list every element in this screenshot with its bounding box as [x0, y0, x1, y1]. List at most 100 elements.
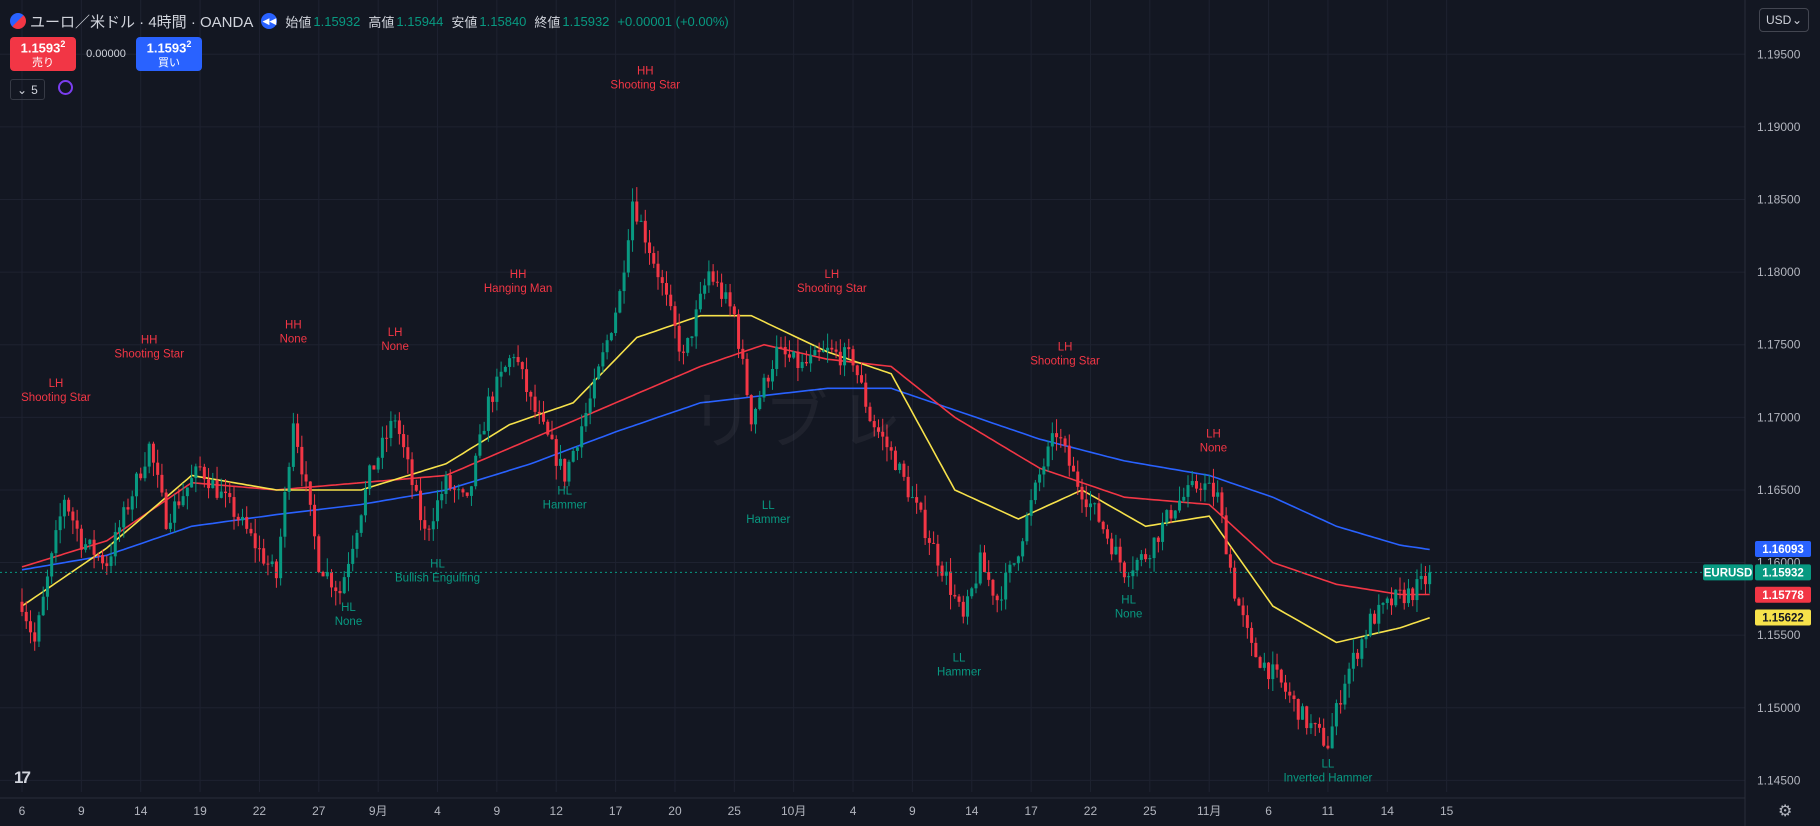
candle-body [1021, 541, 1025, 557]
time-tick-label: 6 [19, 804, 26, 818]
ma-fast-line [21, 314, 1430, 644]
candle-body [181, 496, 185, 506]
candle-body [423, 520, 427, 529]
candle-body [707, 271, 711, 286]
tradingview-logo[interactable]: 17 [14, 768, 31, 787]
candle-body [67, 499, 71, 512]
symbol-title[interactable]: ユーロ／米ドル · 4時間 · OANDA [30, 13, 254, 31]
candle-body [465, 492, 469, 496]
candle-body [109, 556, 113, 566]
indicators-toggle[interactable]: ⌄ 5 [10, 79, 45, 100]
candle-body [537, 411, 541, 414]
price-label-text: 1.16093 [1762, 544, 1804, 556]
candle-body [1258, 657, 1262, 668]
candle-body [1105, 529, 1109, 539]
candle-body [698, 293, 702, 310]
gear-icon[interactable]: ⚙ [1778, 803, 1793, 820]
sync-icon[interactable] [58, 80, 73, 95]
replay-icon[interactable]: ◀◀ [261, 13, 278, 29]
candle-body [635, 201, 639, 222]
swing-label: HL [557, 486, 572, 498]
pattern-label: Shooting Star [610, 80, 680, 92]
candle-body [338, 591, 342, 594]
candle-body [478, 434, 482, 456]
candle-body [164, 492, 168, 529]
candle-body [686, 338, 690, 353]
candle-body [54, 530, 58, 554]
candle-body [1313, 723, 1317, 725]
buy-button[interactable]: 1.15932 買い [136, 37, 202, 71]
candle-body [482, 430, 486, 435]
candle-body [96, 554, 100, 556]
candle-body [406, 447, 410, 460]
candle-body [79, 528, 83, 550]
candle-body [359, 515, 363, 533]
candle-body [584, 412, 588, 427]
candle-body [741, 348, 745, 359]
candle-body [168, 522, 172, 529]
candle-body [190, 478, 194, 488]
candle-body [711, 271, 715, 282]
candle-body [881, 431, 885, 437]
candle-body [313, 504, 317, 537]
price-tick-label: 1.15500 [1757, 628, 1801, 642]
candle-body [715, 281, 719, 283]
candle-body [202, 466, 206, 480]
candle-body [92, 539, 96, 555]
swing-label: HH [141, 334, 158, 346]
candle-body [58, 516, 62, 531]
candle-body [1305, 706, 1309, 729]
candle-body [1394, 589, 1398, 606]
candle-body [1339, 703, 1343, 705]
candle-body [1267, 662, 1271, 680]
candle-body [1084, 499, 1088, 508]
sell-price-sup: 2 [60, 39, 66, 50]
candle-body [232, 497, 236, 517]
symbol-legend: ユーロ／米ドル · 4時間 · OANDA ◀◀ 始値 1.15932 高値 1… [10, 10, 737, 32]
candle-body [20, 601, 24, 612]
candle-body [1216, 492, 1220, 497]
candle-body [1317, 723, 1321, 728]
candle-body [1250, 627, 1254, 643]
candle-body [1025, 515, 1029, 542]
swing-label: LL [953, 653, 966, 665]
candle-body [1377, 604, 1381, 624]
candle-body [618, 291, 622, 313]
candle-body [126, 507, 130, 510]
price-tick-label: 1.19500 [1757, 47, 1801, 61]
candle-body [118, 527, 122, 532]
candle-body [245, 516, 249, 529]
candle-body [62, 499, 66, 517]
candle-body [236, 516, 240, 521]
candle-body [1194, 481, 1198, 489]
candle-body [843, 347, 847, 366]
candle-body [45, 576, 49, 597]
candle-body [486, 396, 490, 431]
candle-body [1292, 695, 1296, 700]
sell-price: 1.15932 [21, 37, 66, 55]
candle-body [919, 502, 923, 510]
time-tick-label: 25 [1143, 804, 1157, 818]
candle-body [1360, 639, 1364, 659]
time-axis[interactable]: 6 9 14 19 22 27 9月 4 9 12 17 20 25 10月 4 9 14 17 22 25 11月 6 1… [19, 804, 1454, 818]
candle-body [1296, 699, 1300, 720]
pattern-label: Hammer [543, 500, 587, 512]
candle-body [385, 437, 389, 439]
candle-body [949, 571, 953, 595]
candle-body [41, 596, 45, 616]
candle-body [469, 486, 473, 496]
sell-price-main: 1.1593 [20, 40, 61, 56]
price-axis[interactable]: 1.19500 1.19000 1.18500 1.18000 1.17500 1.170… [1757, 47, 1801, 787]
sell-button[interactable]: 1.15932 売り [10, 37, 76, 71]
candle-body [1067, 445, 1071, 466]
candle-body [1241, 605, 1245, 616]
candle-body [622, 272, 626, 292]
currency-select[interactable]: USD ⌄ [1759, 8, 1809, 32]
candle-body [1347, 668, 1351, 684]
candle-body [279, 536, 283, 579]
candle-body [1144, 554, 1148, 560]
buy-price-sup: 2 [186, 39, 192, 50]
candle-body [499, 371, 503, 377]
